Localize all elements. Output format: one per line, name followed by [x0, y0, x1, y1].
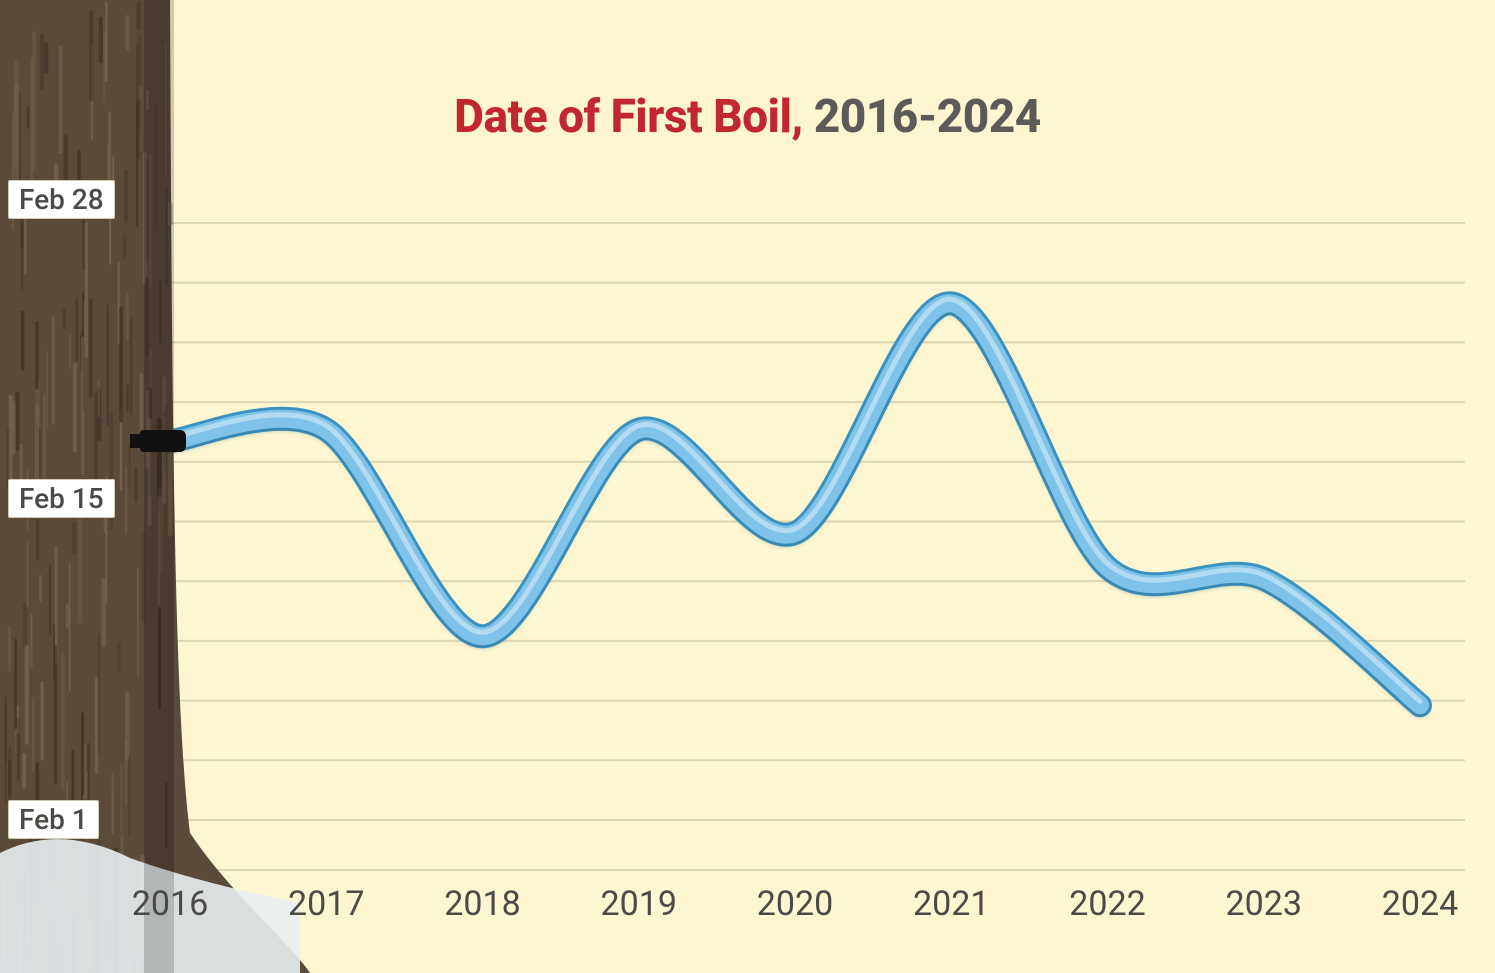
y-axis-label: Feb 28 — [8, 180, 115, 219]
y-axis-label: Feb 15 — [8, 479, 115, 518]
y-axis-label: Feb 1 — [8, 800, 99, 839]
spile-icon — [140, 430, 186, 452]
chart-canvas: Date of First Boil, 2016-2024 Feb 28Feb … — [0, 0, 1495, 973]
x-axis-label: 2018 — [444, 884, 520, 924]
x-axis-label: 2021 — [913, 884, 989, 924]
x-axis-label: 2019 — [601, 884, 677, 924]
x-axis-label: 2024 — [1382, 884, 1458, 924]
x-axis-label: 2017 — [288, 884, 364, 924]
x-axis-label: 2016 — [132, 884, 208, 924]
series-line — [170, 303, 1420, 705]
series-outline — [170, 303, 1420, 705]
x-axis-label: 2023 — [1226, 884, 1302, 924]
x-axis-label: 2022 — [1069, 884, 1145, 924]
x-axis-label: 2020 — [757, 884, 833, 924]
